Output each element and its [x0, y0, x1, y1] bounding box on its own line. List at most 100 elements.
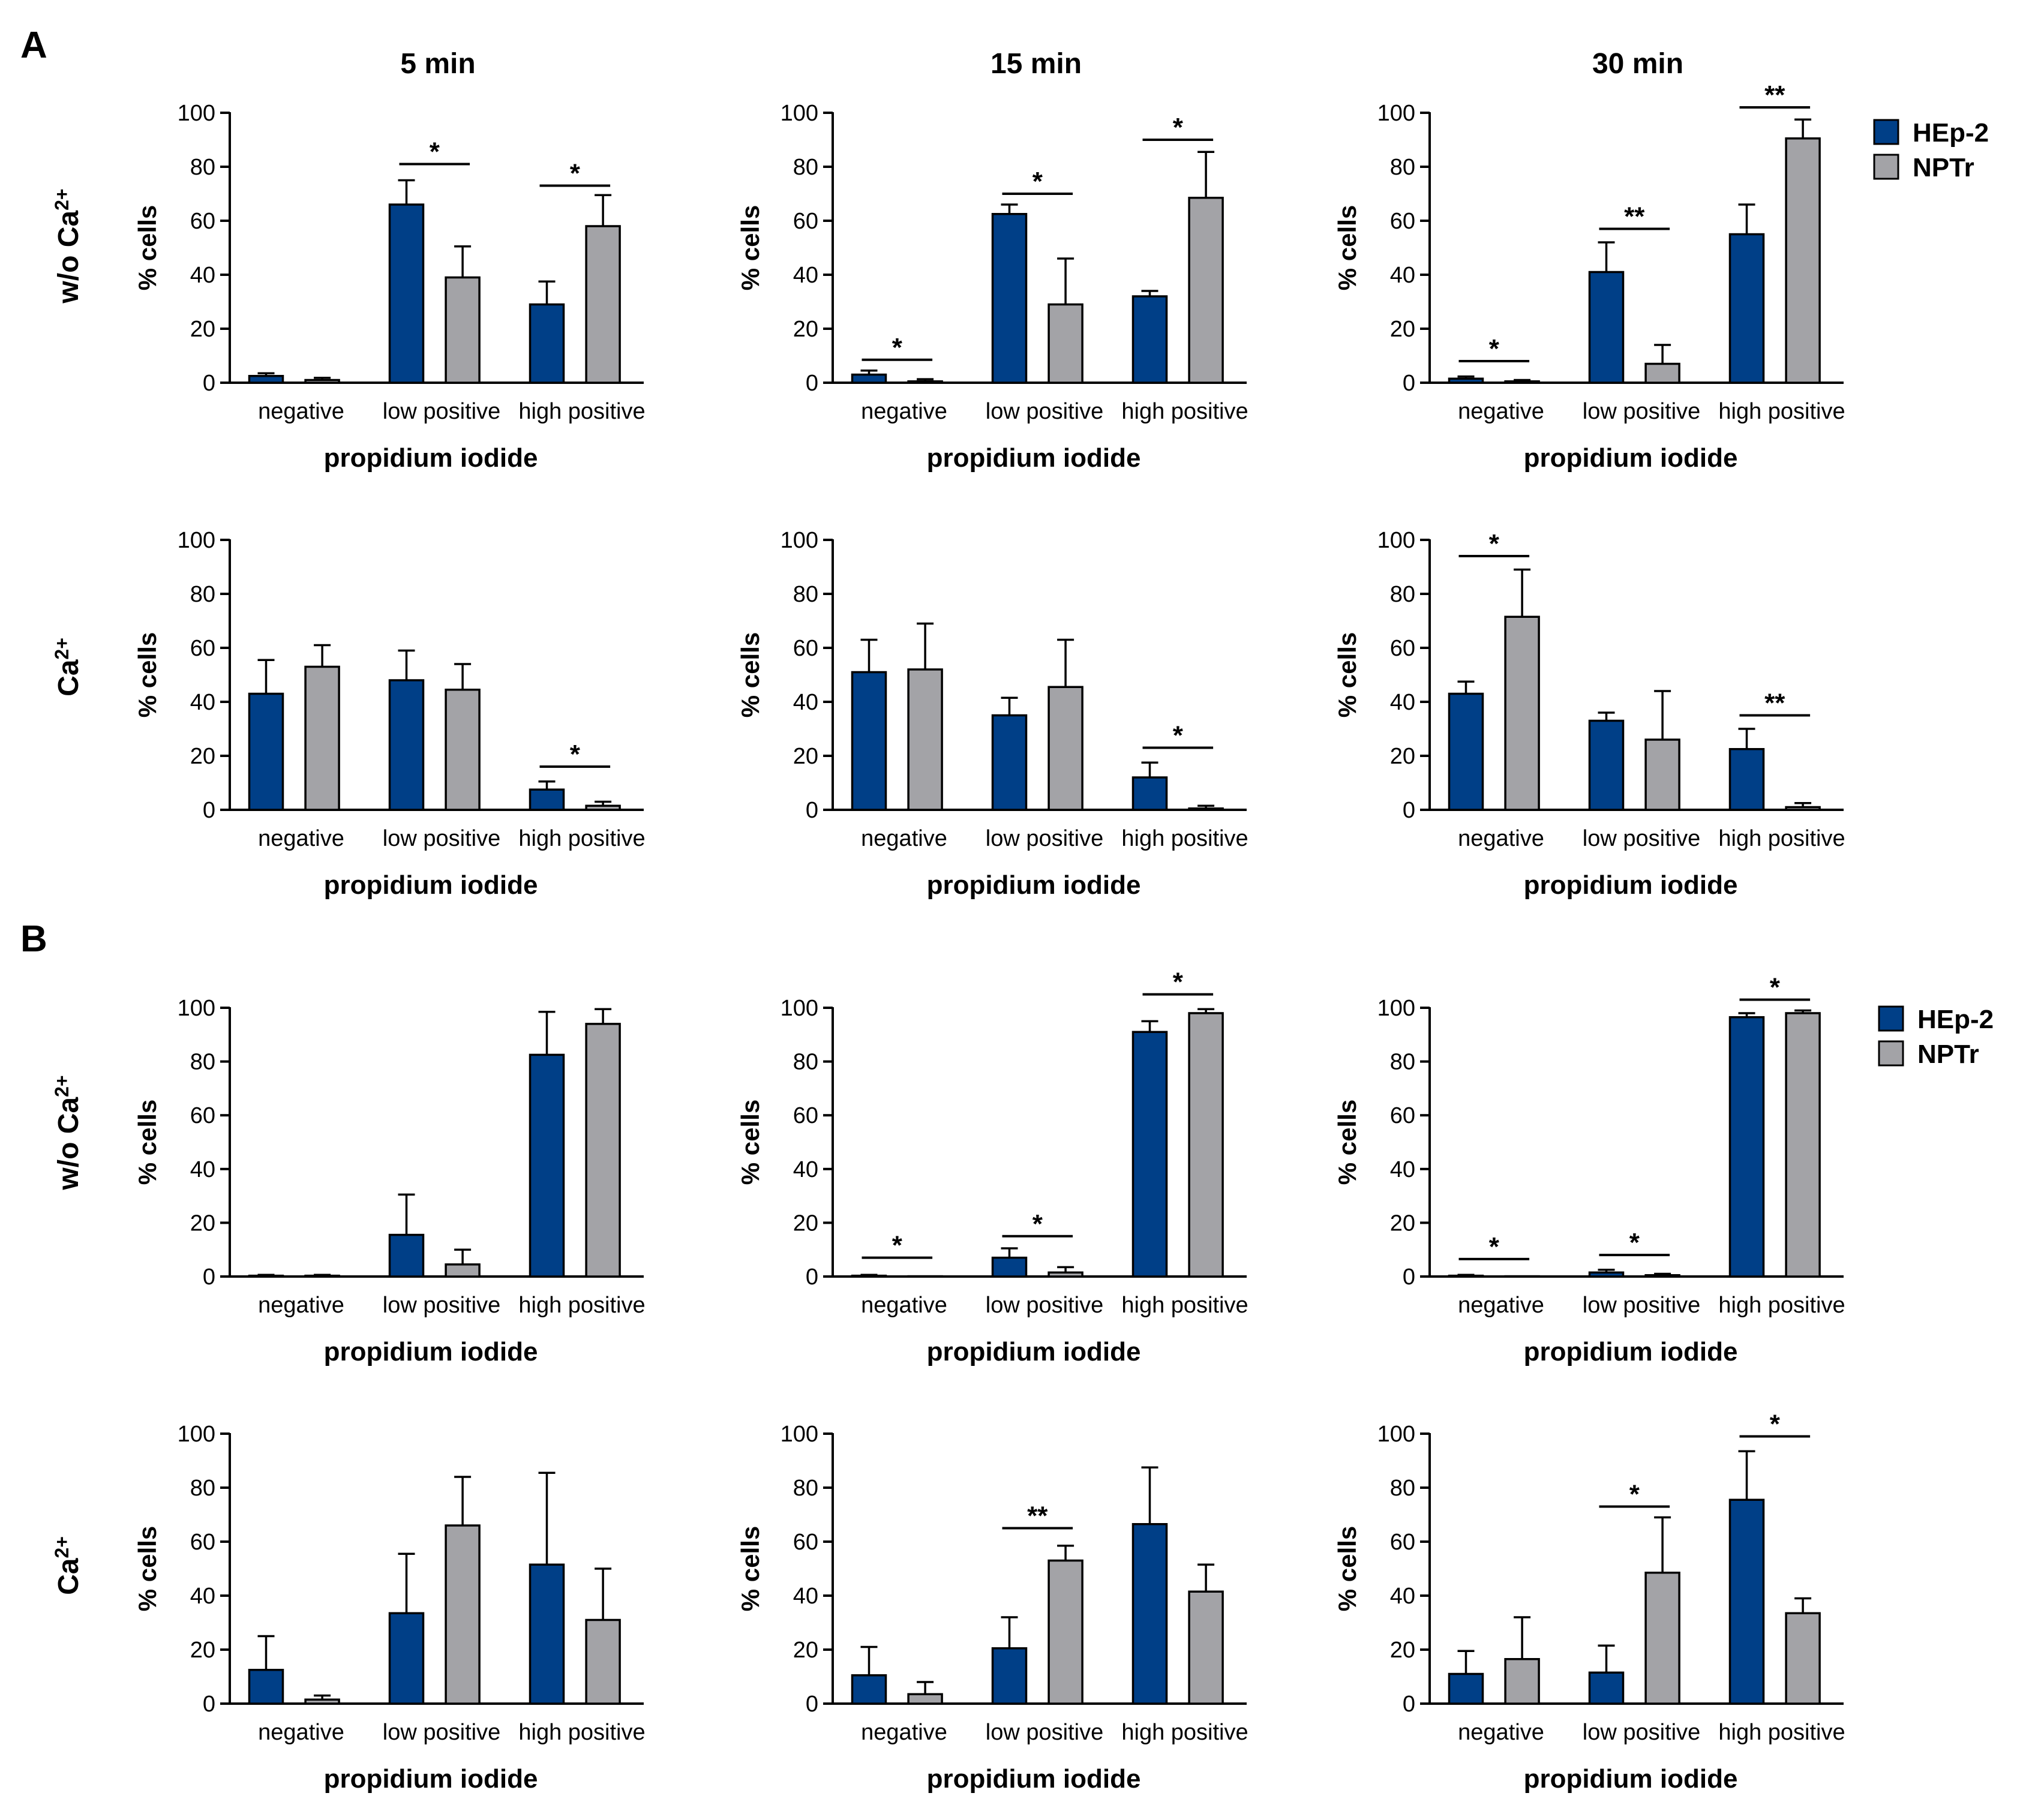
- y-axis-label: % cells: [736, 1526, 764, 1611]
- bar-hep-2: [1728, 1498, 1765, 1705]
- x-category-label: high positive: [1121, 1293, 1248, 1318]
- y-tick-label: 20: [1390, 1638, 1415, 1663]
- bar-nptr: [1188, 1012, 1224, 1278]
- bar-nptr: [585, 1618, 621, 1705]
- significance-marker: *: [1032, 167, 1043, 196]
- bar-hep-2: [1131, 1523, 1168, 1705]
- x-category-label: high positive: [518, 826, 645, 851]
- bar-hep-2: [991, 213, 1028, 384]
- y-tick-label: 20: [190, 1211, 215, 1236]
- bar-hep-2: [991, 714, 1028, 811]
- x-category-label: negative: [1458, 399, 1544, 424]
- y-tick-label: 80: [190, 1476, 215, 1501]
- y-tick-label: 60: [190, 1530, 215, 1555]
- y-tick-label: 100: [178, 996, 215, 1021]
- bar-nptr: [1047, 1559, 1083, 1705]
- x-category-label: negative: [258, 826, 344, 851]
- x-category-label: negative: [258, 1293, 344, 1318]
- y-tick-label: 100: [1377, 101, 1415, 126]
- legend-label-nptr: NPTr: [1917, 1040, 1979, 1069]
- significance-marker: **: [1027, 1501, 1048, 1531]
- x-category-label: low positive: [1583, 826, 1700, 851]
- bar-hep-2: [388, 1612, 425, 1705]
- y-tick-label: 100: [781, 528, 818, 553]
- x-axis-label: propidium iodide: [324, 1337, 538, 1366]
- bar-hep-2: [1131, 776, 1168, 811]
- bar-nptr: [445, 689, 481, 811]
- y-axis-label: % cells: [1333, 1526, 1361, 1611]
- y-tick-label: 80: [1390, 582, 1415, 607]
- y-axis-label: % cells: [133, 1100, 161, 1185]
- y-axis-label: % cells: [133, 205, 161, 290]
- x-category-label: negative: [861, 399, 947, 424]
- bar-hep-2: [991, 1256, 1028, 1278]
- y-tick-label: 100: [781, 101, 818, 126]
- bar-nptr: [304, 379, 340, 384]
- legend-swatch-nptr: [1878, 1040, 1904, 1067]
- x-axis-label: propidium iodide: [324, 443, 538, 473]
- x-category-label: negative: [861, 826, 947, 851]
- y-tick-label: 20: [190, 1638, 215, 1663]
- y-tick-label: 0: [203, 798, 215, 823]
- significance-marker: *: [1770, 973, 1781, 1002]
- y-tick-label: 100: [781, 1422, 818, 1447]
- chart-b-without-calcium-15min: 0 20 40 60 80 100 % cells negative low positive h…: [736, 968, 1248, 1366]
- x-category-label: high positive: [1718, 1720, 1845, 1745]
- bar-hep-2: [388, 1233, 425, 1278]
- y-tick-label: 20: [1390, 744, 1415, 769]
- y-tick-label: 20: [793, 317, 818, 342]
- y-tick-label: 80: [190, 155, 215, 180]
- y-tick-label: 80: [190, 1050, 215, 1075]
- bar-nptr: [1785, 806, 1821, 811]
- column-title-5min: 5 min: [400, 48, 475, 80]
- y-tick-label: 60: [1390, 1530, 1415, 1555]
- y-tick-label: 80: [793, 1476, 818, 1501]
- x-category-label: high positive: [518, 399, 645, 424]
- y-tick-label: 60: [1390, 209, 1415, 234]
- y-tick-label: 40: [190, 263, 215, 288]
- x-category-label: low positive: [383, 1720, 500, 1745]
- y-tick-label: 60: [793, 636, 818, 661]
- bar-nptr: [1644, 738, 1680, 811]
- significance-marker: *: [1173, 721, 1184, 750]
- bar-nptr: [1188, 807, 1224, 811]
- x-category-label: high positive: [1121, 1720, 1248, 1745]
- y-tick-label: 100: [1377, 528, 1415, 553]
- bar-nptr: [1644, 1274, 1680, 1278]
- chart-b-calcium-30min: 0 20 40 60 80 100 % cells negative low positive h…: [1333, 1410, 1845, 1794]
- legend-swatch-nptr: [1873, 154, 1899, 180]
- y-tick-label: 60: [1390, 1103, 1415, 1128]
- significance-marker: *: [1032, 1209, 1043, 1239]
- x-category-label: negative: [1458, 826, 1544, 851]
- y-tick-label: 0: [806, 371, 818, 396]
- x-category-label: negative: [258, 399, 344, 424]
- y-axis-label: % cells: [1333, 1100, 1361, 1185]
- significance-marker: *: [430, 137, 440, 167]
- bar-nptr: [1785, 137, 1821, 384]
- bar-hep-2: [1588, 271, 1625, 384]
- legend-b: HEp-2 NPTr: [1878, 1005, 1994, 1069]
- y-tick-label: 80: [1390, 1050, 1415, 1075]
- bar-hep-2: [1728, 748, 1765, 811]
- bar-nptr: [585, 1023, 621, 1278]
- y-tick-label: 60: [793, 1103, 818, 1128]
- y-tick-label: 60: [190, 1103, 215, 1128]
- bar-hep-2: [248, 692, 284, 811]
- bar-hep-2: [388, 679, 425, 811]
- bar-hep-2: [1588, 1271, 1625, 1278]
- bar-hep-2: [851, 671, 887, 811]
- y-tick-label: 80: [793, 582, 818, 607]
- significance-marker: *: [892, 1231, 903, 1260]
- bar-nptr: [1504, 1658, 1540, 1705]
- bar-nptr: [445, 276, 481, 384]
- x-category-label: negative: [861, 1293, 947, 1318]
- y-tick-label: 100: [1377, 996, 1415, 1021]
- y-tick-label: 100: [1377, 1422, 1415, 1447]
- legend-a: HEp-2 NPTr: [1873, 118, 1989, 182]
- y-tick-label: 40: [793, 1157, 818, 1182]
- bar-hep-2: [1131, 295, 1168, 384]
- x-category-label: low positive: [986, 1720, 1103, 1745]
- bar-hep-2: [991, 1647, 1028, 1705]
- legend-label-nptr: NPTr: [1913, 153, 1974, 182]
